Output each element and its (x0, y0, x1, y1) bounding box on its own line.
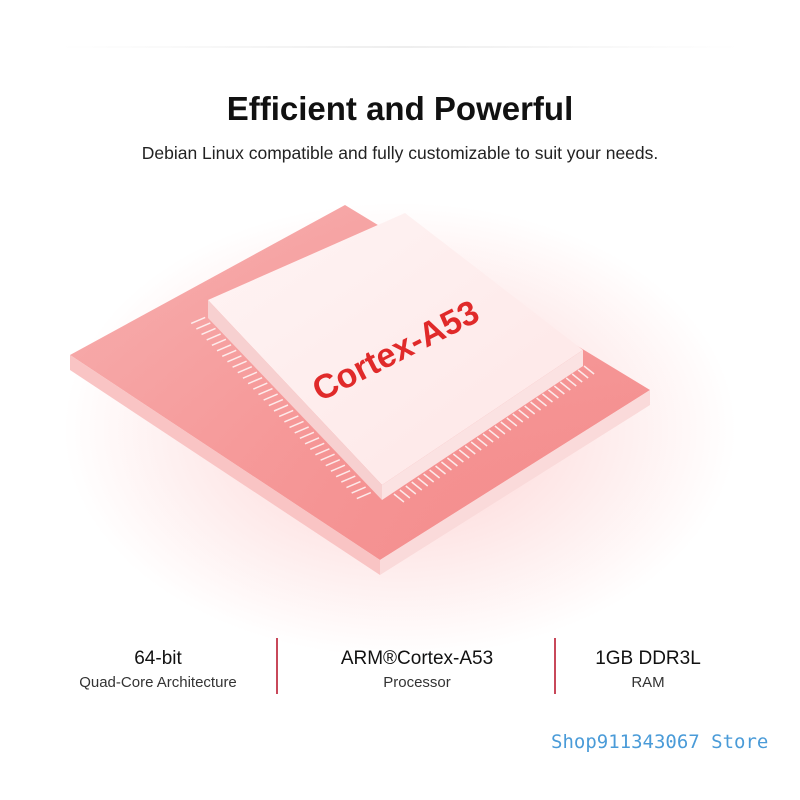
chip-pin (309, 442, 325, 450)
chip-pin (232, 360, 247, 368)
chip-pin (330, 464, 346, 472)
spec-ram: 1GB DDR3L RAM (528, 648, 768, 691)
chip-pin (458, 449, 470, 459)
chip-pin (530, 401, 542, 411)
chip-pin (252, 382, 268, 390)
chip-pin (216, 344, 232, 352)
spec-processor: ARM®Cortex-A53 Processor (297, 648, 537, 691)
spec-label: Quad-Core Architecture (79, 674, 237, 691)
chip-pin (278, 409, 294, 418)
chip-pin (559, 381, 571, 391)
chip-pin (304, 437, 320, 445)
spec-architecture: 64-bit Quad-Core Architecture (38, 648, 278, 691)
chip-pin (340, 475, 356, 483)
chip-pin (536, 397, 547, 407)
chip-pin (201, 327, 216, 336)
chip-pin (399, 489, 411, 499)
chip-pin (512, 413, 524, 423)
spec-divider (276, 638, 278, 694)
chip-pin (435, 465, 446, 475)
chip-body (208, 213, 583, 500)
chip-pin (446, 457, 458, 467)
chip-pin (299, 431, 315, 440)
page-title: Efficient and Powerful (226, 90, 574, 127)
chip-pin (524, 405, 536, 415)
chip-pin (325, 459, 341, 467)
chip-pin (482, 433, 494, 443)
chip-pin (452, 453, 464, 463)
chip-pin (565, 377, 577, 387)
chip-pin (263, 393, 278, 401)
chip-pin (335, 469, 351, 478)
chip-pin (289, 420, 304, 429)
chip-pin (571, 373, 583, 383)
chip-pin (351, 486, 366, 494)
chip-pins (190, 316, 595, 503)
chip-pin (411, 481, 423, 491)
chip-pin (211, 338, 227, 347)
chip-pin (227, 355, 242, 363)
chip-pin (237, 366, 253, 374)
chip-pin (242, 371, 258, 379)
chip-pin (553, 385, 565, 395)
chip-pin (547, 389, 559, 399)
spec-divider (554, 638, 556, 694)
chip-pin (488, 429, 500, 439)
chip-pin (441, 461, 452, 471)
chip-pin (315, 448, 330, 456)
spec-label: Processor (383, 674, 451, 691)
chip-pin (476, 437, 488, 447)
chip-pin (294, 426, 310, 434)
chip-pin (196, 322, 211, 330)
chip-pin (464, 445, 476, 455)
chip-pin (429, 469, 441, 479)
chip-pin (506, 417, 518, 427)
store-watermark: Shop911343067 Store (551, 731, 769, 753)
chip-pin (356, 491, 372, 500)
chip-pin (284, 415, 299, 423)
chip-pin (320, 453, 335, 461)
chip-pin (273, 404, 289, 412)
chip-pin (247, 376, 263, 385)
chip-pin (393, 493, 405, 503)
chip-pin (500, 421, 512, 431)
top-divider (60, 46, 740, 48)
chip-pin (221, 349, 237, 357)
chip-pin (268, 398, 284, 407)
chip-pin (494, 425, 506, 435)
spec-value: 1GB DDR3L (595, 648, 701, 669)
spec-value: ARM®Cortex-A53 (340, 648, 494, 669)
chip-pin (577, 369, 589, 379)
page-subtitle: Debian Linux compatible and fully custom… (141, 143, 659, 163)
chip-pin (258, 387, 273, 396)
spec-label: RAM (631, 674, 665, 691)
chip-pin (206, 333, 222, 341)
chip-pin (417, 477, 429, 487)
chip-pin (518, 409, 530, 419)
chip-pin (470, 441, 482, 451)
chip-pin (405, 485, 417, 495)
chip-pin (542, 393, 553, 403)
chip-pin (583, 365, 595, 375)
chip-pin (423, 473, 435, 483)
chip-pin (190, 316, 206, 325)
spec-value: 64-bit (134, 648, 182, 669)
chip-pin (346, 480, 361, 489)
